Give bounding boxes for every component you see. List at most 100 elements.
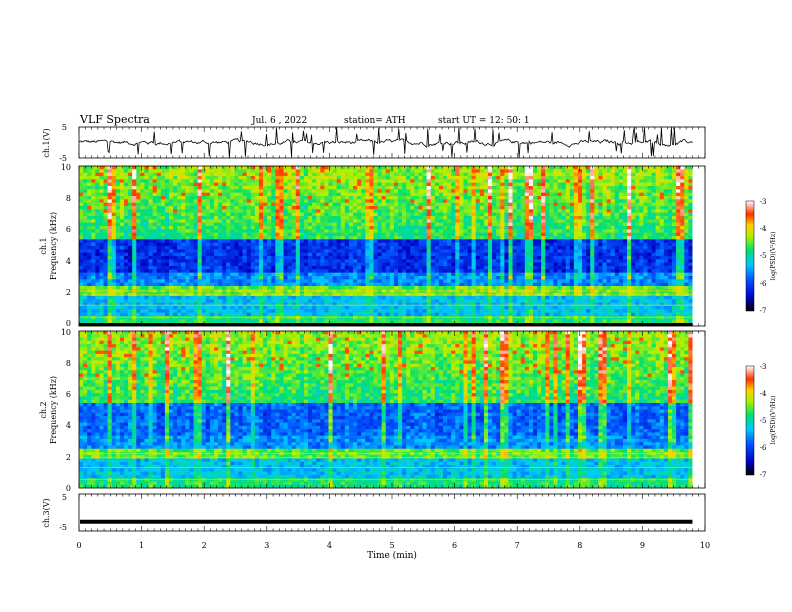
spectrogram-cell <box>103 212 108 217</box>
spectrogram-cell <box>512 172 517 177</box>
spectrogram-cell <box>275 189 280 193</box>
spectrogram-cell <box>299 222 305 227</box>
spectrogram-cell <box>91 186 96 190</box>
spectrogram-cell <box>598 266 603 270</box>
spectrogram-cell <box>103 206 108 210</box>
spectrogram-cell <box>545 236 550 240</box>
spectrogram-cell <box>614 239 620 243</box>
spectrogram-cell <box>418 186 423 190</box>
spectrogram-cell <box>369 219 374 223</box>
spectrogram-cell <box>586 199 591 203</box>
spectrogram-cell <box>663 252 669 257</box>
spectrogram-cell <box>144 216 149 220</box>
spectrogram-cell <box>193 249 198 253</box>
spectrogram-cell <box>119 259 125 263</box>
spectrogram-cell <box>463 246 468 250</box>
spectrogram-cell <box>434 226 440 230</box>
spectrogram-cell <box>197 179 202 183</box>
spectrogram-cell <box>197 196 202 200</box>
spectrogram-cell <box>447 239 452 243</box>
spectrogram-cell <box>324 192 329 197</box>
spectrogram-cell <box>569 259 575 263</box>
spectrogram-cell <box>365 216 370 220</box>
spectrogram-cell <box>602 256 607 260</box>
spectrogram-cell <box>398 239 403 243</box>
spectrogram-cell <box>438 172 444 177</box>
spectrogram-cell <box>447 176 452 180</box>
spectrogram-cell <box>451 266 456 270</box>
spectrogram-cell <box>267 269 272 273</box>
spectrogram-cell <box>324 242 329 247</box>
spectrogram-cell <box>680 199 685 203</box>
spectrogram-cell <box>250 262 256 267</box>
spectrogram-cell <box>238 172 243 177</box>
spectrogram-cell <box>631 222 636 227</box>
spectrogram-cell <box>250 269 256 273</box>
spectrogram-cell <box>115 232 121 237</box>
spectrogram-cell <box>205 246 211 250</box>
spectrogram-cell <box>565 256 571 260</box>
spectrogram-cell <box>418 229 423 233</box>
spectrogram-cell <box>79 226 84 230</box>
spectrogram-cell <box>684 229 689 233</box>
spectrogram-cell <box>500 196 505 200</box>
spectrogram-cell <box>201 209 207 213</box>
spectrogram-cell <box>152 262 158 267</box>
spectrogram-cell <box>344 176 350 180</box>
spectrogram-cell <box>99 229 104 233</box>
spectrogram-cell <box>226 179 231 183</box>
spectrogram-cell <box>688 169 693 173</box>
spectrogram-cell <box>606 182 611 187</box>
spectrogram-cell <box>557 212 562 217</box>
spectrogram-cell <box>676 209 681 213</box>
spectrogram-cell <box>565 222 571 227</box>
spectrogram-cell <box>406 239 411 243</box>
spectrogram-cell <box>631 246 636 250</box>
spectrogram-cell <box>479 166 485 170</box>
spectrogram-cell <box>357 199 362 203</box>
spectrogram-cell <box>447 229 452 233</box>
spectrogram-cell <box>586 246 591 250</box>
spectrogram-cell <box>299 256 305 260</box>
spectrogram-cell <box>500 169 505 173</box>
spectrogram-cell <box>83 266 88 270</box>
spectrogram-cell <box>242 186 247 190</box>
spectrogram-cell <box>455 232 460 237</box>
spectrogram-cell <box>537 199 542 203</box>
spectrogram-cell <box>430 216 436 220</box>
spectrogram-cell <box>672 166 677 170</box>
spectrogram-cell <box>263 212 268 217</box>
spectrogram-cell <box>312 179 317 183</box>
spectrogram-cell <box>177 266 182 270</box>
spectrogram-cell <box>308 259 313 263</box>
spectrogram-cell <box>393 259 399 263</box>
spectrogram-cell <box>455 189 460 193</box>
spectrogram-cell <box>655 266 661 270</box>
spectrogram-cell <box>573 206 579 210</box>
spectrogram-cell <box>312 196 317 200</box>
spectrogram-cell <box>185 176 190 180</box>
spectrogram-cell <box>443 176 448 180</box>
spectrogram-cell <box>602 192 607 197</box>
spectrogram-cell <box>553 256 558 260</box>
spectrogram-cell <box>140 182 145 187</box>
spectrogram-cell <box>434 216 440 220</box>
spectrogram-cell <box>308 232 313 237</box>
spectrogram-cell <box>320 179 325 183</box>
spectrogram-cell <box>565 182 571 187</box>
spectrogram-cell <box>209 259 215 263</box>
spectrogram-cell <box>189 219 194 223</box>
spectrogram-cell <box>684 246 689 250</box>
spectrogram-cell <box>246 269 252 273</box>
spectrogram-cell <box>553 209 558 213</box>
spectrogram-cell <box>103 179 108 183</box>
spectrogram-cell <box>426 216 432 220</box>
spectrogram-cell <box>230 232 235 237</box>
spectrogram-cell <box>181 166 186 170</box>
spectrogram-cell <box>676 262 681 267</box>
spectrogram-cell <box>308 206 313 210</box>
spectrogram-cell <box>614 229 620 233</box>
spectrogram-cell <box>602 262 607 267</box>
spectrogram-cell <box>324 236 329 240</box>
spectrogram-cell <box>242 166 247 170</box>
